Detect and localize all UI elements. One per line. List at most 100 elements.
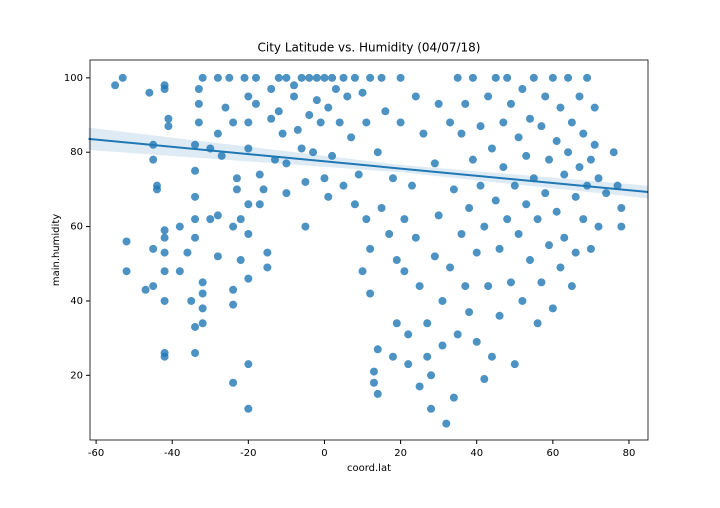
axes-frame: [89, 59, 649, 441]
point: [324, 103, 333, 112]
point: [503, 215, 512, 224]
point: [415, 382, 424, 391]
point: [362, 118, 371, 127]
point: [160, 352, 169, 361]
point: [164, 122, 173, 131]
point: [282, 189, 291, 198]
point: [396, 73, 405, 82]
point: [343, 92, 352, 101]
point: [518, 296, 527, 305]
point: [377, 203, 386, 212]
point: [388, 174, 397, 183]
point: [111, 81, 120, 90]
chart-title: City Latitude vs. Humidity (04/07/18): [257, 41, 480, 55]
point: [484, 282, 493, 291]
point: [191, 215, 200, 224]
point: [438, 341, 447, 350]
point: [529, 73, 538, 82]
point: [388, 352, 397, 361]
x-tick-label: 0: [321, 448, 327, 459]
point: [571, 248, 580, 257]
point: [594, 222, 603, 231]
point: [449, 393, 458, 402]
point: [149, 244, 158, 253]
point: [373, 345, 382, 354]
point: [274, 107, 283, 116]
point: [229, 285, 238, 294]
point: [362, 215, 371, 224]
point: [282, 159, 291, 168]
point: [446, 118, 455, 127]
point: [552, 137, 561, 146]
point: [244, 144, 253, 153]
point: [564, 148, 573, 157]
x-tick-label: -40: [164, 448, 180, 459]
point: [567, 118, 576, 127]
point: [567, 282, 576, 291]
point: [491, 73, 500, 82]
point: [229, 222, 238, 231]
point: [160, 248, 169, 257]
point: [510, 181, 519, 190]
point: [141, 285, 150, 294]
point: [175, 267, 184, 276]
point: [392, 319, 401, 328]
point: [369, 367, 378, 376]
point: [560, 170, 569, 179]
point: [522, 200, 531, 209]
point: [282, 73, 291, 82]
point: [602, 189, 611, 198]
point: [175, 222, 184, 231]
point: [548, 73, 557, 82]
point: [457, 230, 466, 239]
point: [297, 144, 306, 153]
point: [564, 73, 573, 82]
point: [434, 99, 443, 108]
point: [194, 85, 203, 94]
point: [160, 226, 169, 235]
point: [229, 300, 238, 309]
point: [350, 200, 359, 209]
point: [537, 122, 546, 131]
point: [491, 196, 500, 205]
point: [118, 73, 127, 82]
point: [415, 282, 424, 291]
x-tick-label: 80: [623, 448, 636, 459]
point: [244, 92, 253, 101]
point: [297, 73, 306, 82]
point: [526, 256, 535, 265]
point: [267, 114, 276, 123]
point: [533, 319, 542, 328]
point: [149, 282, 158, 291]
point: [419, 129, 428, 138]
point: [255, 170, 264, 179]
point: [506, 99, 515, 108]
point: [396, 118, 405, 127]
point: [312, 96, 321, 105]
point: [465, 203, 474, 212]
point: [229, 118, 238, 127]
point: [453, 73, 462, 82]
point: [579, 129, 588, 138]
point: [506, 278, 515, 287]
y-tick-label: 100: [64, 73, 83, 84]
regression-line: [88, 137, 649, 193]
point: [613, 181, 622, 190]
point: [278, 129, 287, 138]
point: [213, 73, 222, 82]
point: [339, 73, 348, 82]
point: [552, 207, 561, 216]
point: [290, 81, 299, 90]
y-tick-label: 60: [70, 222, 83, 233]
point: [453, 330, 462, 339]
point: [438, 296, 447, 305]
point: [301, 222, 310, 231]
point: [430, 159, 439, 168]
point: [267, 85, 276, 94]
point: [328, 151, 337, 160]
point: [358, 88, 367, 97]
point: [404, 360, 413, 369]
point: [354, 170, 363, 179]
point: [194, 99, 203, 108]
point: [423, 319, 432, 328]
